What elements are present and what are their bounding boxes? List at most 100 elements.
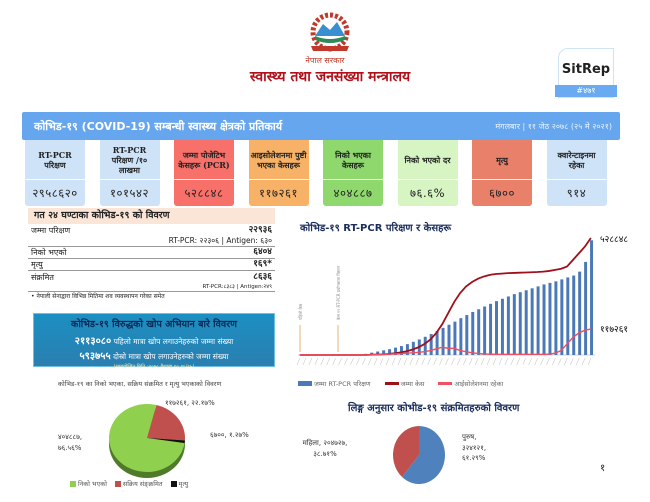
tests-bar [506, 296, 510, 355]
tests-bar [399, 346, 403, 355]
x-tick [575, 357, 580, 366]
stat-value: ९१४ [566, 186, 587, 200]
x-tick [427, 357, 431, 366]
tests-bar [512, 294, 516, 355]
stat-label: क्वारेन्टाइनमा रहेका [546, 140, 607, 180]
x-tick [308, 357, 313, 366]
title-banner: कोभिड-१९ (COVID-19) सम्बन्धी स्वास्थ्य क… [22, 112, 620, 140]
row-infected: संक्रमित ८६३६ [28, 271, 275, 283]
legend-active: सक्रिय संङ्क्रमित [114, 479, 163, 488]
tests-bar [554, 281, 558, 355]
x-tick [421, 357, 425, 366]
x-tick [558, 357, 562, 366]
outcome-pie [109, 404, 185, 478]
pie2-label-female: महिला, २०४७२७, ३८.७१% [302, 439, 348, 458]
tests-bar [524, 290, 528, 355]
tests-bar [405, 344, 409, 355]
sitrep-badge: SitRep #४७१ [555, 48, 617, 98]
tests-bar [578, 271, 582, 355]
x-tick [570, 357, 574, 366]
stat-card: मृत्यु ६७०० [472, 140, 532, 206]
x-tick [534, 357, 538, 366]
x-tick [546, 357, 550, 366]
x-tick [469, 357, 473, 366]
vaccination-date-note: (समायोजित मिति :२०७८ वैशाख १०,१६/१५) [113, 364, 195, 370]
tests-bar [435, 330, 439, 355]
tests-bar [566, 277, 570, 355]
banner-title: कोभिड-१९ (COVID-19) सम्बन्धी स्वास्थ्य क… [34, 119, 283, 133]
x-tick [457, 357, 461, 366]
tests-bar [590, 240, 594, 355]
tests-bar [376, 351, 380, 355]
row-label: मृत्यु [31, 260, 43, 269]
row-recovered: निको भएको ६४०४ [28, 247, 275, 259]
stat-label: RT-PCR परिक्षण [25, 140, 85, 180]
legend-label: निको भएको [78, 480, 107, 488]
stat-card: जम्मा पोजेटिभ केसहरू (PCR) ५२८८४८ [174, 140, 234, 206]
tests-cases-chart: ५२८८४८ ११७२६१ पहिलो केस केस ११ RT-PCR प्रयो… [296, 235, 628, 366]
stat-value: ७६.६% [409, 186, 446, 200]
cases-line [299, 237, 592, 356]
pie2-label-male: पुरुष, ३२४१२१, ६१.२९% [462, 433, 487, 462]
stat-card: RT-PCR परिक्षण /१० लाखमा १०१५४२ [99, 140, 160, 206]
first-dose-label: पहिलो मात्रा खोप लगाउनेहरुको जम्मा संख्य… [113, 337, 234, 346]
tests-bar [465, 315, 469, 355]
x-tick [326, 357, 330, 366]
x-tick [445, 357, 449, 366]
stat-card: क्वारेन्टाइनमा रहेका ९१४ [546, 140, 607, 206]
row-value: ६४०४ [253, 247, 272, 257]
legend-label: मृत्यु [178, 480, 189, 488]
tests-bar [453, 321, 457, 355]
stat-value: ५२८८४८ [184, 186, 224, 200]
stat-card: निको भएका केसहरू ४०४८८७ [323, 140, 383, 206]
annotation-label: पहिलो केस [298, 303, 303, 320]
row-label: निको भएको [31, 248, 67, 257]
x-tick [463, 357, 467, 366]
stat-label: मृत्यु [472, 140, 532, 180]
x-tick [504, 357, 509, 366]
legend-recovered: निको भएको [70, 479, 107, 488]
pie-slice [393, 426, 419, 478]
x-tick [498, 357, 503, 366]
row-label: संक्रमित [31, 272, 54, 282]
x-tick [451, 357, 455, 366]
vaccination-panel: कोभिड-१९ विरुद्धको खोप अभियान बारे विवरण… [33, 313, 275, 370]
chart-title: कोभिड-१९ RT-PCR परिक्षण र केसहरू [300, 223, 452, 234]
x-tick [338, 357, 342, 366]
tests-bar [518, 292, 522, 355]
x-tick [540, 357, 544, 366]
x-tick [379, 357, 384, 366]
tests-bar [500, 298, 504, 355]
row-deaths: मृत्यु १६९* [28, 259, 275, 271]
sitrep-label: SitRep [561, 62, 611, 77]
x-tick [439, 357, 443, 366]
pie1-label-recovered: ४०४८८७, ७६.५६% [58, 433, 83, 452]
x-tick [522, 357, 526, 366]
stat-value: ४०४८८७ [333, 186, 373, 200]
x-tick [516, 357, 521, 366]
pie1-label-deaths: ६७००, १.२७% [210, 431, 249, 439]
stat-label: जम्मा पोजेटिभ केसहरू (PCR) [174, 140, 234, 180]
x-tick [564, 357, 568, 366]
x-tick [403, 357, 408, 366]
tests-bar [429, 334, 433, 355]
pie1-title: कोभिड-१९ का निको भएका, सक्रिय संक्रमित र… [58, 380, 222, 388]
tests-bar [394, 347, 398, 355]
x-tick [362, 357, 366, 366]
tests-bar [548, 282, 552, 355]
legend-tests: जम्मा RT-PCR परिक्षण [298, 379, 371, 388]
row-sub: RT-PCR: २२३०६ | Antigen: ६३० [28, 236, 275, 247]
isolation-end-label: ११७२६१ [600, 325, 628, 335]
x-tick [552, 357, 556, 366]
last-24-title: गत २४ घण्टाका कोभिड-१९ को विवरण [28, 208, 275, 224]
chart-legend: जम्मा RT-PCR परिक्षण जम्मा केस आईसोलेशनम… [298, 379, 503, 388]
pie-slice [402, 426, 445, 484]
banner-date: मंगलबार | ११ जेठ २०७८ (२५ मे २०२१) [495, 121, 612, 131]
page-number: १ [600, 463, 606, 474]
x-tick [356, 357, 360, 366]
x-tick [480, 357, 485, 366]
legend-label: जम्मा RT-PCR परिक्षण [314, 380, 371, 388]
tests-bar [495, 301, 498, 355]
stat-value: ११७२६१ [259, 186, 298, 200]
tests-bar [542, 284, 546, 355]
